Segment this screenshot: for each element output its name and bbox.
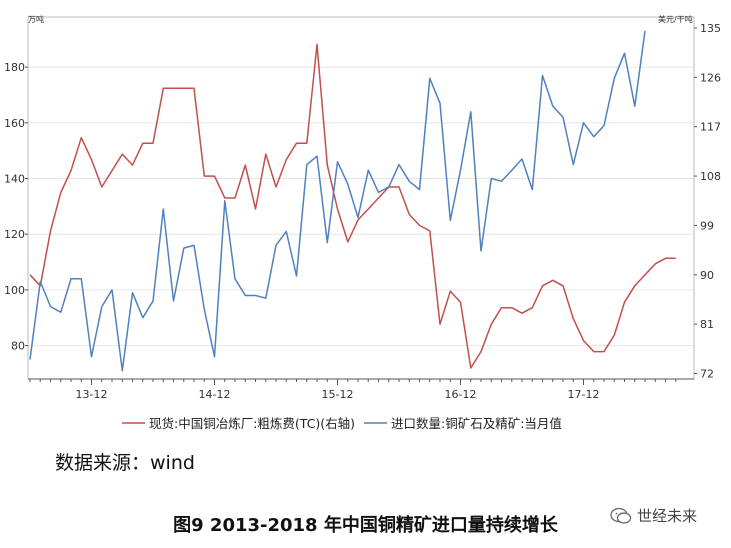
left-tick-label: 80 (11, 340, 25, 353)
chart: 万吨 美元/干吨 80 100 120 140 160 180 72 81 90 99 108 11… (4, 14, 721, 431)
x-tick-label: 14-12 (199, 388, 231, 401)
right-tick-label: 108 (700, 170, 721, 183)
source-note: 数据来源：wind (55, 452, 195, 474)
right-tick-label: 99 (700, 219, 714, 232)
x-axis-ticks: 13-12 14-12 15-12 16-12 17-12 (29, 379, 677, 401)
left-tick-label: 120 (4, 228, 25, 241)
watermark-label: 世经未来 (637, 507, 698, 525)
series-layer (29, 30, 676, 372)
legend-label-tc: 现货:中国铜冶炼厂:粗炼费(TC)(右轴) (149, 416, 355, 431)
x-tick-label: 13-12 (76, 388, 108, 401)
watermark: 世经未来 (610, 505, 697, 526)
right-tick-label: 81 (700, 318, 714, 331)
left-tick-label: 100 (4, 284, 25, 297)
left-tick-label: 160 (4, 117, 25, 130)
x-tick-label: 17-12 (568, 388, 600, 401)
x-tick-label: 15-12 (322, 388, 354, 401)
right-tick-label: 90 (700, 269, 714, 282)
series-line-tc (29, 43, 676, 369)
legend: 现货:中国铜冶炼厂:粗炼费(TC)(右轴) 进口数量:铜矿石及精矿:当月值 (122, 416, 562, 431)
legend-label-import: 进口数量:铜矿石及精矿:当月值 (391, 416, 562, 431)
left-tick-label: 180 (4, 61, 25, 74)
figure-caption: 图9 2013-2018 年中国铜精矿进口量持续增长 (173, 515, 558, 536)
right-tick-label: 126 (700, 71, 721, 84)
right-tick-label: 135 (700, 22, 721, 35)
right-axis-ticks: 72 81 90 99 108 117 126 135 (694, 22, 721, 381)
left-tick-label: 140 (4, 173, 25, 186)
wechat-icon (610, 507, 632, 524)
left-axis-unit: 万吨 (28, 14, 44, 24)
right-tick-label: 72 (700, 368, 714, 381)
right-tick-label: 117 (700, 121, 721, 134)
series-line-import (29, 30, 646, 372)
gridlines (28, 66, 694, 347)
right-axis-unit: 美元/干吨 (658, 14, 693, 24)
x-tick-label: 16-12 (445, 388, 477, 401)
left-axis-ticks: 80 100 120 140 160 180 (4, 61, 28, 353)
